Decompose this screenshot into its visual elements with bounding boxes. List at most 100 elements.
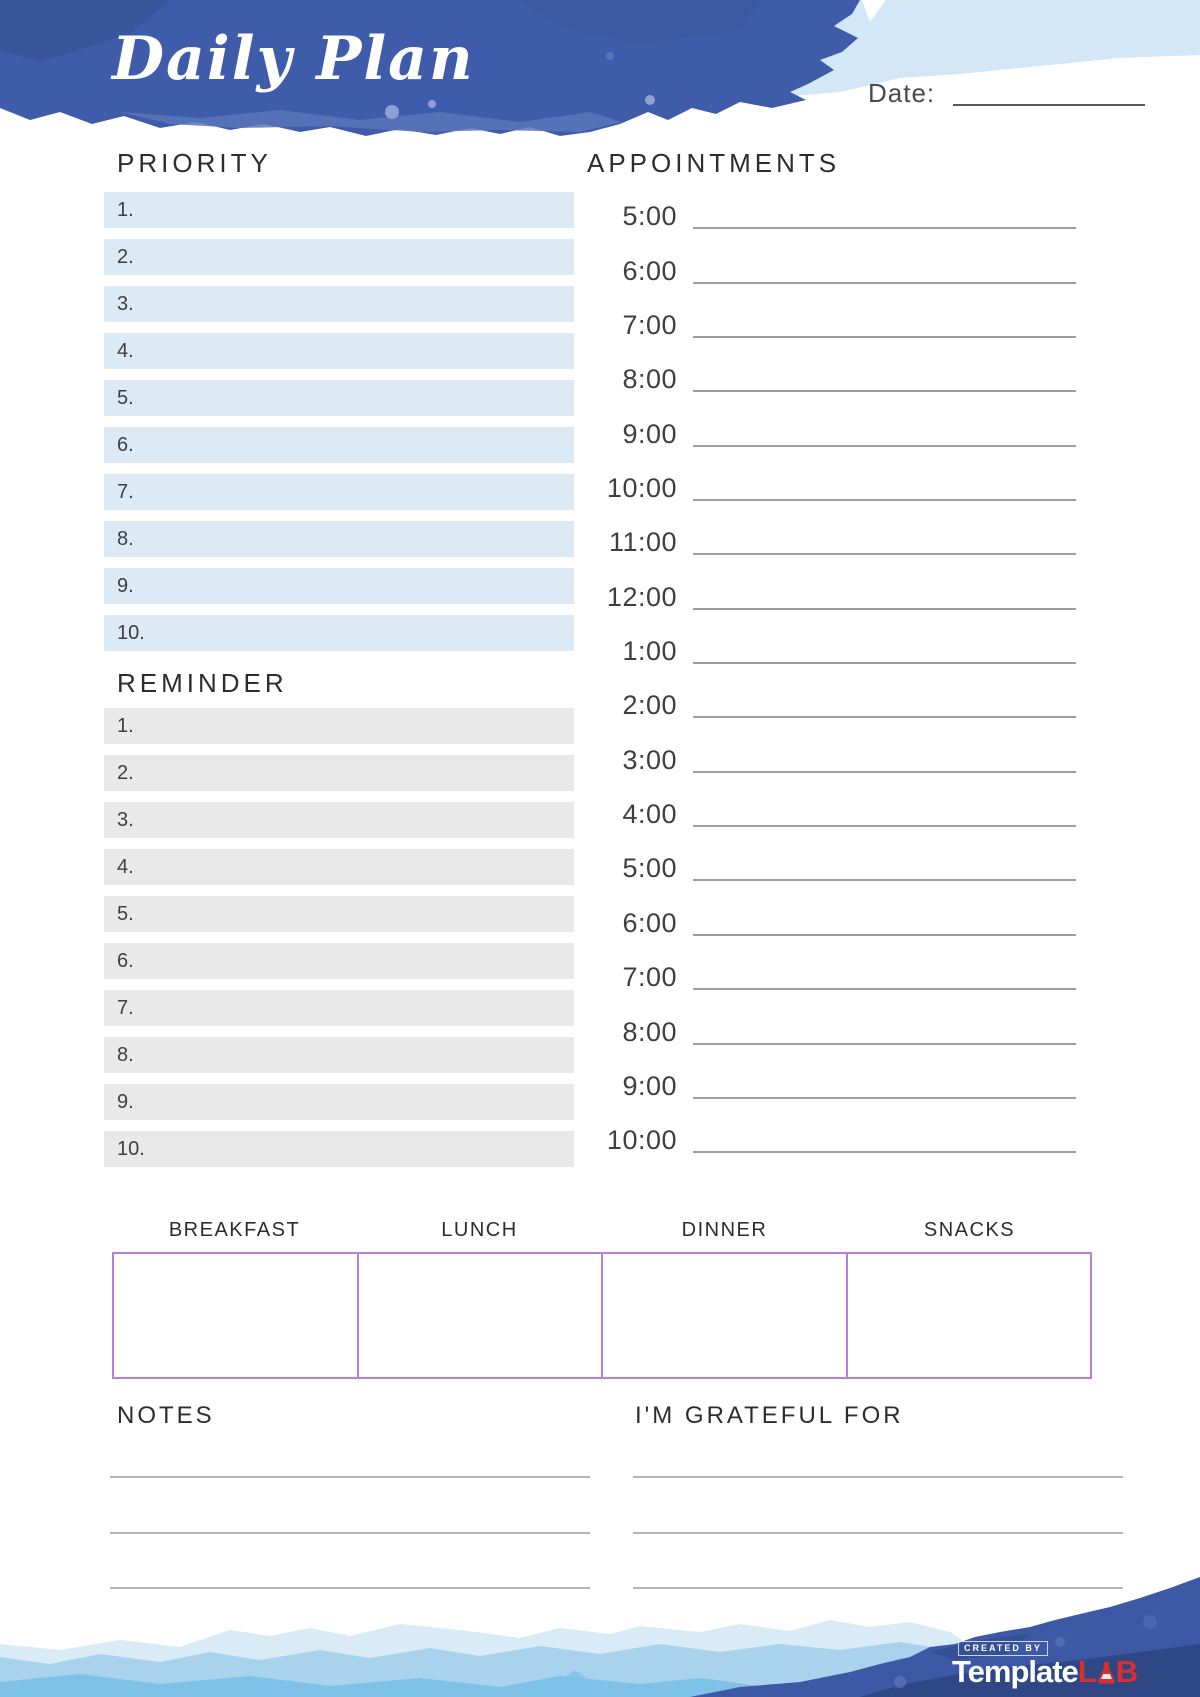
- appointment-row: 6:00: [560, 881, 1076, 938]
- notes-line[interactable]: [110, 1587, 590, 1589]
- time-label: 6:00: [622, 907, 677, 938]
- date-input-line[interactable]: [953, 84, 1146, 106]
- appointment-entry-line[interactable]: [693, 278, 1076, 284]
- brand-wordmark: Template L B: [952, 1656, 1192, 1687]
- time-label: 9:00: [622, 418, 677, 449]
- priority-title: PRIORITY: [117, 148, 272, 178]
- notes-line[interactable]: [110, 1531, 590, 1534]
- grateful-title: I'M GRATEFUL FOR: [635, 1402, 904, 1429]
- meal-table: [112, 1252, 1092, 1379]
- appointment-entry-line[interactable]: [693, 332, 1076, 339]
- reminder-list: 1. 2. 3. 4. 5. 6. 7. 8. 9. 10.: [104, 708, 574, 1178]
- appointment-row: 8:00: [560, 338, 1076, 395]
- priority-row[interactable]: 5.: [104, 380, 574, 416]
- row-number-label: 9.: [117, 1091, 134, 1113]
- meal-header-dinner: DINNER: [681, 1219, 768, 1241]
- row-number-label: 3.: [117, 293, 134, 315]
- created-by-label: CREATED BY: [958, 1641, 1048, 1656]
- time-label: 3:00: [622, 744, 677, 775]
- reminder-row[interactable]: 8.: [104, 1037, 574, 1073]
- time-label: 8:00: [622, 1016, 677, 1047]
- appointment-row: 4:00: [560, 773, 1076, 830]
- footer-watercolor-art: [0, 1577, 1200, 1697]
- row-number-label: 10.: [117, 622, 145, 644]
- row-number-label: 1.: [117, 199, 134, 221]
- priority-row[interactable]: 3.: [104, 286, 574, 322]
- appointment-entry-line[interactable]: [693, 984, 1076, 991]
- appointment-entry-line[interactable]: [693, 604, 1076, 610]
- appointment-row: 9:00: [560, 392, 1076, 449]
- appointment-entry-line[interactable]: [693, 930, 1076, 936]
- time-label: 7:00: [622, 962, 677, 993]
- priority-row[interactable]: 9.: [104, 568, 574, 604]
- row-number-label: 5.: [117, 903, 134, 925]
- reminder-row[interactable]: 1.: [104, 708, 574, 744]
- appointment-entry-line[interactable]: [693, 1093, 1076, 1099]
- reminder-row[interactable]: 5.: [104, 896, 574, 932]
- appointment-row: 10:00: [560, 447, 1076, 502]
- row-number-label: 5.: [117, 387, 134, 409]
- appointment-row: 12:00: [560, 555, 1076, 610]
- row-number-label: 10.: [117, 1138, 145, 1160]
- reminder-row[interactable]: 6.: [104, 943, 574, 979]
- grateful-lines: [633, 1476, 1123, 1606]
- appointment-entry-line[interactable]: [693, 821, 1076, 828]
- notes-lines: [110, 1476, 590, 1606]
- appointment-entry-line[interactable]: [693, 1147, 1076, 1154]
- time-label: 11:00: [608, 527, 677, 558]
- row-number-label: 8.: [117, 528, 134, 550]
- grateful-line[interactable]: [633, 1476, 1123, 1478]
- priority-row[interactable]: 1.: [104, 192, 574, 228]
- appointment-row: 1:00: [560, 610, 1076, 667]
- brand-b-text: B: [1115, 1654, 1138, 1689]
- date-label: Date:: [868, 78, 936, 108]
- priority-row[interactable]: 10.: [104, 615, 574, 651]
- appointment-entry-line[interactable]: [693, 223, 1076, 230]
- date-row: Date:: [868, 78, 1146, 108]
- appointment-entry-line[interactable]: [693, 386, 1076, 393]
- appointment-entry-line[interactable]: [693, 441, 1076, 447]
- reminder-row[interactable]: 2.: [104, 755, 574, 791]
- row-number-label: 2.: [117, 246, 134, 268]
- grateful-line[interactable]: [633, 1531, 1123, 1534]
- reminder-row[interactable]: 9.: [104, 1084, 574, 1120]
- priority-list: 1. 2. 3. 4. 5. 6. 7. 8. 9. 10.: [104, 192, 574, 662]
- priority-row[interactable]: 7.: [104, 474, 574, 510]
- priority-row[interactable]: 6.: [104, 427, 574, 463]
- appointment-entry-line[interactable]: [693, 658, 1076, 665]
- header-watercolor-art: [0, 0, 1200, 136]
- priority-row[interactable]: 4.: [104, 333, 574, 369]
- appointment-entry-line[interactable]: [693, 767, 1076, 773]
- row-number-label: 6.: [117, 950, 134, 972]
- time-label: 8:00: [622, 364, 677, 395]
- meal-cell-snacks[interactable]: [845, 1254, 1091, 1377]
- notes-line[interactable]: [110, 1476, 590, 1478]
- appointment-row: 10:00: [560, 1099, 1076, 1154]
- meal-cell-lunch[interactable]: [356, 1254, 602, 1377]
- row-number-label: 8.: [117, 1044, 134, 1066]
- time-label: 4:00: [622, 799, 677, 830]
- appointment-entry-line[interactable]: [693, 875, 1076, 882]
- reminder-row[interactable]: 10.: [104, 1131, 574, 1167]
- appointments-list: 5:00 6:00 7:00 8:00 9:00 10:00 11:00 12:00 1:00 2…: [560, 175, 1076, 1154]
- priority-row[interactable]: 8.: [104, 521, 574, 557]
- appointment-entry-line[interactable]: [693, 1039, 1076, 1045]
- priority-row[interactable]: 2.: [104, 239, 574, 275]
- reminder-row[interactable]: 3.: [104, 802, 574, 838]
- row-number-label: 9.: [117, 575, 134, 597]
- appointment-entry-line[interactable]: [693, 712, 1076, 719]
- meal-cell-dinner[interactable]: [601, 1254, 846, 1377]
- appointment-entry-line[interactable]: [693, 549, 1076, 556]
- appointment-row: 5:00: [560, 827, 1076, 882]
- meal-cell-breakfast[interactable]: [114, 1254, 357, 1377]
- row-number-label: 1.: [117, 715, 134, 737]
- appointment-row: 7:00: [560, 936, 1076, 993]
- time-label: 1:00: [622, 636, 677, 667]
- reminder-row[interactable]: 7.: [104, 990, 574, 1026]
- reminder-row[interactable]: 4.: [104, 849, 574, 885]
- grateful-line[interactable]: [633, 1587, 1123, 1589]
- time-label: 5:00: [622, 201, 677, 232]
- appointment-entry-line[interactable]: [693, 495, 1076, 502]
- meal-headers: BREAKFAST LUNCH DINNER SNACKS: [112, 1220, 1092, 1240]
- row-number-label: 2.: [117, 762, 134, 784]
